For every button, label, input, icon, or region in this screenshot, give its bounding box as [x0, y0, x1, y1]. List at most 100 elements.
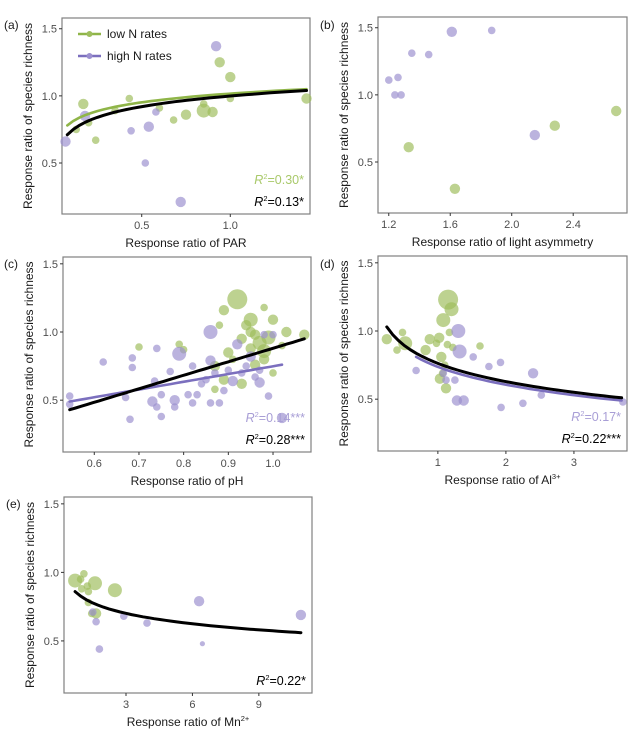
data-point-low-n — [180, 109, 192, 120]
data-point-high-n — [424, 50, 433, 59]
panel-e: (e) 0.5 1.0 1.5 3 6 9 Response ratio of Mn2+ Res… — [6, 496, 313, 729]
points — [65, 289, 310, 424]
data-point-high-n — [385, 76, 393, 84]
r-squared-overall: R2=0.22* — [256, 673, 306, 688]
data-point-low-n — [207, 106, 218, 118]
data-point-low-n — [80, 570, 88, 578]
data-point-high-n — [143, 121, 154, 132]
data-point-high-n — [408, 49, 416, 57]
data-point-high-n — [497, 403, 505, 412]
x-tick-label: 1.2 — [381, 219, 396, 231]
data-point-low-n — [214, 57, 225, 68]
data-point-high-n — [295, 609, 307, 621]
data-point-high-n — [157, 412, 166, 421]
data-point-high-n — [397, 91, 405, 99]
data-point-low-n — [281, 326, 292, 338]
fit-line-overall — [68, 337, 306, 412]
x-axis-title: Response ratio of Mn2+ — [127, 714, 250, 729]
data-point-low-n — [78, 98, 89, 110]
y-axis-title: Response ratio of species richness — [22, 261, 36, 447]
r-squared-high-n: R2=0.14*** — [246, 410, 306, 425]
x-tick-label: 2.4 — [566, 219, 581, 231]
data-point-high-n — [519, 399, 527, 408]
data-point-high-n — [203, 325, 218, 339]
x-tick-label: 3 — [123, 699, 129, 711]
data-point-high-n — [451, 324, 466, 338]
data-point-low-n — [549, 120, 560, 131]
data-point-high-n — [537, 391, 546, 399]
x-tick-label: 9 — [256, 699, 262, 711]
legend-label: low N rates — [107, 27, 167, 41]
data-point-high-n — [458, 395, 469, 406]
data-point-low-n — [169, 116, 178, 124]
panel-b: (b) 0.5 1.0 1.5 1.2 1.6 2.0 2.4 Response ratio o… — [320, 16, 628, 249]
y-axis-title: Response ratio of species richness — [337, 260, 351, 446]
panel-label: (a) — [4, 18, 19, 32]
data-point-low-n — [260, 303, 268, 312]
data-point-high-n — [391, 91, 399, 99]
x-tick-label: 1.6 — [443, 219, 458, 231]
y-tick-label: 1.0 — [358, 90, 373, 102]
data-point-high-n — [127, 127, 135, 135]
data-point-high-n — [227, 375, 238, 387]
data-point-high-n — [485, 362, 493, 371]
data-point-high-n — [153, 403, 161, 411]
data-point-low-n — [84, 587, 93, 596]
data-point-high-n — [242, 362, 250, 370]
x-tick-label: 0.7 — [131, 458, 146, 470]
data-point-low-n — [91, 136, 100, 144]
x-tick-label: 2.0 — [504, 219, 519, 231]
data-point-high-n — [152, 108, 160, 116]
data-point-high-n — [452, 344, 467, 359]
data-point-low-n — [436, 351, 447, 363]
fit-line-low-n — [66, 87, 308, 127]
data-point-high-n — [529, 129, 540, 141]
panel-d: (d) 0.5 1.0 1.5 1 2 3 Response ratio of Al3+ Res… — [320, 255, 628, 487]
panel-c: (c) 0.5 1.0 1.5 0.6 0.7 0.8 0.9 1.0 Response rati… — [4, 256, 312, 488]
points — [68, 570, 307, 653]
data-point-low-n — [434, 332, 445, 343]
data-point-low-n — [449, 183, 461, 194]
data-point-high-n — [92, 617, 100, 626]
data-point-low-n — [424, 334, 435, 345]
data-point-low-n — [444, 302, 459, 317]
legend-label: high N rates — [107, 49, 172, 63]
data-point-high-n — [206, 399, 215, 407]
data-point-low-n — [267, 314, 279, 325]
data-point-high-n — [128, 354, 137, 362]
r-squared-high-n: R2=0.17* — [571, 409, 621, 424]
data-point-high-n — [172, 346, 187, 361]
y-tick-label: 1.0 — [42, 91, 57, 103]
data-point-low-n — [211, 385, 219, 394]
data-point-high-n — [184, 390, 192, 399]
data-point-low-n — [175, 340, 183, 349]
data-point-low-n — [420, 344, 431, 356]
data-point-low-n — [199, 100, 208, 108]
data-point-low-n — [243, 312, 258, 327]
data-point-low-n — [299, 329, 310, 340]
r-squared-low-n: R2=0.30* — [254, 172, 304, 187]
y-tick-label: 1.5 — [358, 258, 373, 270]
data-point-high-n — [487, 26, 496, 35]
fit-line-overall — [385, 325, 624, 400]
x-tick-label: 3 — [571, 457, 577, 469]
legend-dot-icon — [86, 53, 93, 59]
y-axis-title: Response ratio of species richness — [337, 22, 351, 208]
data-point-high-n — [188, 399, 197, 407]
panel-label: (e) — [6, 497, 21, 511]
data-point-high-n — [496, 358, 505, 367]
y-tick-label: 1.0 — [44, 567, 59, 579]
data-point-high-n — [439, 369, 448, 378]
data-point-high-n — [224, 366, 233, 375]
data-point-high-n — [175, 196, 186, 208]
data-point-low-n — [196, 103, 211, 118]
data-point-low-n — [403, 142, 414, 153]
points — [381, 289, 627, 412]
legend-item-low-n: low N rates — [78, 27, 167, 41]
data-point-high-n — [269, 330, 277, 339]
data-point-low-n — [227, 289, 248, 310]
data-point-high-n — [210, 41, 222, 52]
data-point-high-n — [215, 399, 224, 407]
data-point-high-n — [220, 386, 228, 395]
panel-label: (d) — [320, 257, 335, 271]
